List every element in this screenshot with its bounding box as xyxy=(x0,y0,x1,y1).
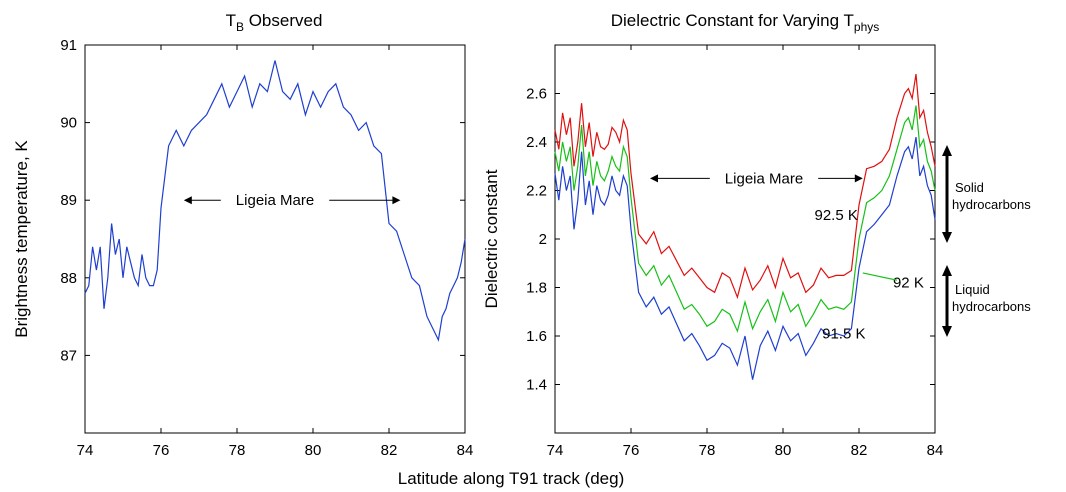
arrow-up-icon xyxy=(942,265,952,276)
right-y-axis-label: Dielectric constant xyxy=(482,169,501,308)
solid-label-line1: Solid xyxy=(955,180,984,195)
left-ytick-label: 88 xyxy=(60,270,77,287)
left-ytick-label: 90 xyxy=(60,115,77,132)
left-xtick-label: 78 xyxy=(229,442,246,459)
left-series-line-0 xyxy=(84,60,466,342)
solid-label-line2: hydrocarbons xyxy=(952,197,1031,212)
liquid-label-line2: hydrocarbons xyxy=(952,299,1031,314)
right-ytick-label: 1.4 xyxy=(526,377,547,394)
left-ytick-label: 91 xyxy=(60,37,77,54)
liquid-label-line1: Liquid xyxy=(955,282,990,297)
right-y-ticks: 1.4 1.6 1.8 2 2.2 2.4 2.6 xyxy=(526,86,935,394)
right-92k-leader-line xyxy=(862,272,898,281)
left-y-axis-label: Brightness temperature, K xyxy=(12,140,31,338)
left-ytick-label: 87 xyxy=(60,347,77,364)
left-xtick-label: 76 xyxy=(153,442,170,459)
right-annotation-91-5-k: 91.5 K xyxy=(822,326,865,343)
right-annotation-92-k: 92 K xyxy=(893,275,924,292)
right-chart-title: Dielectric Constant for Varying Tphys xyxy=(611,11,880,34)
left-annotations: Ligeia Mare xyxy=(183,192,401,209)
shared-x-axis-label: Latitude along T91 track (deg) xyxy=(398,469,625,488)
solid-hydrocarbons-range: Solid hydrocarbons xyxy=(942,145,1031,243)
arrow-down-icon xyxy=(942,232,952,243)
right-annotation-ligeia-mare: Ligeia Mare xyxy=(725,170,803,187)
left-chart-title: TB Observed xyxy=(226,11,323,34)
arrow-left-icon xyxy=(183,196,192,205)
left-y-ticks: 87 88 89 90 91 xyxy=(60,37,465,364)
right-series-line-92-5-k xyxy=(554,74,936,300)
right-x-ticks: 74 76 78 80 82 84 xyxy=(547,45,944,459)
arrow-right-icon xyxy=(854,174,863,183)
right-xtick-label: 84 xyxy=(927,442,944,459)
arrow-right-icon xyxy=(392,196,401,205)
right-xtick-label: 74 xyxy=(547,442,564,459)
right-ytick-label: 1.8 xyxy=(526,280,547,297)
right-annotations: Ligeia Mare 92.5 K 92 K 91.5 K xyxy=(650,170,924,343)
left-xtick-label: 74 xyxy=(77,442,94,459)
arrow-left-icon xyxy=(650,174,658,183)
right-xtick-label: 76 xyxy=(623,442,640,459)
left-x-ticks: 74 76 78 80 82 84 xyxy=(77,45,474,459)
left-series-group xyxy=(84,60,466,342)
right-ytick-label: 2.2 xyxy=(526,183,547,200)
left-xtick-label: 84 xyxy=(457,442,474,459)
left-panel: TB Observed Brightness temperature, K 87… xyxy=(12,11,473,459)
right-series-line-91-5-k xyxy=(554,136,936,380)
right-plot-frame xyxy=(554,44,936,434)
right-xtick-label: 80 xyxy=(775,442,792,459)
left-ytick-label: 89 xyxy=(60,192,77,209)
right-xtick-label: 82 xyxy=(851,442,868,459)
arrow-down-icon xyxy=(942,326,952,337)
right-ytick-label: 1.6 xyxy=(526,328,547,345)
left-plot-frame xyxy=(84,44,466,434)
right-xtick-label: 78 xyxy=(699,442,716,459)
right-ytick-label: 2.6 xyxy=(526,86,547,103)
right-ytick-label: 2.4 xyxy=(526,134,547,151)
liquid-hydrocarbons-range: Liquid hydrocarbons xyxy=(942,265,1031,337)
left-xtick-label: 80 xyxy=(305,442,322,459)
arrow-up-icon xyxy=(942,145,952,156)
right-series-group xyxy=(554,74,936,380)
right-annotation-92-5-k: 92.5 K xyxy=(815,207,858,224)
right-ytick-label: 2 xyxy=(539,231,547,248)
left-xtick-label: 82 xyxy=(381,442,398,459)
left-annotation-ligeia-mare: Ligeia Mare xyxy=(236,192,314,209)
right-series-line-92-k xyxy=(554,105,936,333)
right-panel: Dielectric Constant for Varying Tphys Di… xyxy=(482,11,1031,459)
